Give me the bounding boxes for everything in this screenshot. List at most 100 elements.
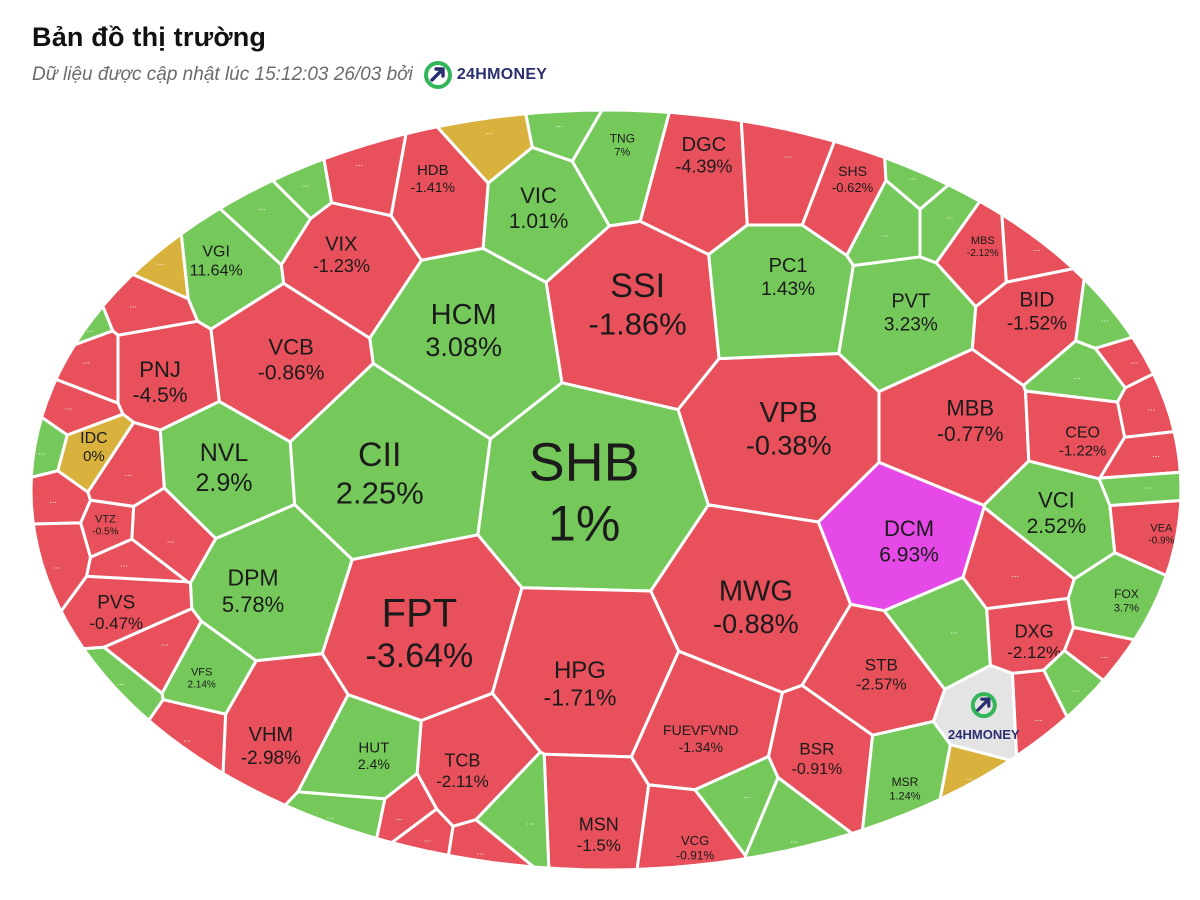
- small-cell-shape: [29, 469, 92, 526]
- cell-change: 3.23%: [884, 314, 938, 335]
- cell-change: -0.77%: [937, 423, 1004, 446]
- cell-shape: [1066, 551, 1168, 642]
- cell-change: -1.22%: [1059, 443, 1107, 460]
- small-cell[interactable]: ...: [147, 698, 228, 775]
- cell-change: 11.64%: [190, 263, 243, 280]
- small-cell-shape: [693, 755, 780, 857]
- cell-change: 1.24%: [889, 790, 920, 802]
- small-cell-label: ...: [1033, 243, 1041, 253]
- cell-change: -3.64%: [366, 637, 474, 675]
- cell-ticker: SSI: [610, 267, 665, 305]
- small-cell[interactable]: ...: [1063, 625, 1136, 682]
- small-cell[interactable]: ...: [1074, 277, 1134, 350]
- cell-pnj[interactable]: PNJ-4.5%: [116, 319, 221, 432]
- small-cell[interactable]: ...: [1093, 335, 1155, 390]
- small-cell-label: ...: [1152, 449, 1160, 459]
- small-cell-label: ...: [87, 324, 95, 334]
- cell-ticker: VCB: [269, 334, 314, 359]
- small-cell-label: ...: [355, 158, 363, 168]
- small-cell[interactable]: ...: [938, 743, 1012, 801]
- cell-ticker: VGI: [202, 243, 230, 260]
- small-cell-shape: [1093, 335, 1155, 390]
- page-title: Bản đồ thị trường: [32, 22, 267, 52]
- small-cell[interactable]: ...: [961, 505, 1076, 611]
- small-cell-label: ...: [784, 150, 792, 160]
- cell-change: 6.93%: [879, 543, 939, 566]
- small-cell-shape: [474, 750, 551, 870]
- small-cell[interactable]: ...: [447, 818, 536, 869]
- cell-ticker: HPG: [554, 657, 606, 684]
- small-cell[interactable]: ...: [218, 179, 313, 267]
- small-cell[interactable]: ...: [283, 790, 387, 840]
- cell-mwg[interactable]: MWG-0.88%: [649, 503, 853, 694]
- cell-ticker: DCM: [884, 516, 934, 541]
- cell-vhm[interactable]: VHM-2.98%: [221, 652, 350, 807]
- small-cell[interactable]: ...: [474, 750, 551, 870]
- small-cell[interactable]: ...: [739, 119, 836, 227]
- small-cell[interactable]: ...: [29, 469, 92, 526]
- small-cell-shape: [283, 790, 387, 840]
- cell-change: -0.9%: [1148, 536, 1174, 547]
- 24hmoney-logo-icon: [423, 61, 452, 89]
- small-cell[interactable]: ...: [918, 183, 982, 265]
- small-cell[interactable]: ...: [40, 377, 125, 437]
- small-cell[interactable]: ...: [1000, 213, 1075, 284]
- small-cell-label: ...: [38, 446, 46, 456]
- cell-msn[interactable]: MSN -1.5%: [542, 752, 651, 872]
- cell-change: -1.41%: [411, 179, 455, 195]
- small-cell-label: ...: [946, 210, 954, 220]
- cell-mbb[interactable]: MBB-0.77%: [877, 347, 1031, 507]
- small-cell-label: ...: [424, 834, 432, 844]
- cell-ticker: DXG: [1015, 622, 1054, 642]
- small-cell[interactable]: ...: [29, 415, 69, 479]
- small-cell-label: ...: [1011, 569, 1019, 579]
- small-cell[interactable]: ...: [82, 645, 165, 722]
- small-cell[interactable]: ...: [524, 108, 604, 163]
- small-cell-shape: [1063, 625, 1136, 682]
- small-cell-label: ...: [1144, 481, 1152, 491]
- small-cell[interactable]: ...: [85, 537, 189, 584]
- cell-change: 2.14%: [187, 679, 215, 690]
- cell-ticker: MSN: [579, 814, 619, 834]
- small-cell[interactable]: ...: [693, 755, 780, 857]
- cell-ticker: HDB: [417, 162, 449, 179]
- small-cell-shape: [1074, 277, 1134, 350]
- cell-ticker: BID: [1019, 289, 1054, 312]
- watermark-cell: 24HMONEY: [931, 663, 1020, 762]
- cell-change: -1.52%: [1007, 313, 1067, 334]
- small-cell[interactable]: ...: [322, 132, 408, 218]
- small-cell-shape: [435, 112, 534, 185]
- brand-logo[interactable]: 24HMONEY: [423, 60, 547, 90]
- cell-ticker: VEA: [1150, 523, 1173, 535]
- cell-ticker: TNG: [610, 132, 635, 146]
- small-cell-shape: [40, 377, 125, 437]
- cell-ticker: PC1: [769, 255, 808, 277]
- cell-change: -0.91%: [676, 849, 714, 863]
- small-cell-label: ...: [1073, 371, 1081, 381]
- small-cell-label: ...: [117, 677, 125, 687]
- small-cell-label: ...: [477, 846, 485, 856]
- cell-ticker: VCG: [681, 833, 709, 848]
- cell-ticker: VHM: [249, 724, 293, 746]
- cell-hpg[interactable]: HPG-1.71%: [490, 586, 681, 759]
- cell-fpt[interactable]: FPT-3.64%: [320, 533, 524, 723]
- cell-ticker: HUT: [358, 739, 389, 756]
- small-cell[interactable]: ...: [1042, 649, 1105, 719]
- cell-ticker: VFS: [191, 666, 212, 678]
- cell-change: -2.98%: [241, 748, 301, 769]
- small-cell[interactable]: ...: [1097, 470, 1183, 507]
- small-cell-shape: [147, 698, 228, 775]
- cell-vea[interactable]: VEA-0.9%: [1108, 499, 1183, 577]
- small-cell[interactable]: ...: [435, 112, 534, 185]
- cell-ticker: PNJ: [139, 357, 181, 382]
- small-cell-shape: [85, 537, 189, 584]
